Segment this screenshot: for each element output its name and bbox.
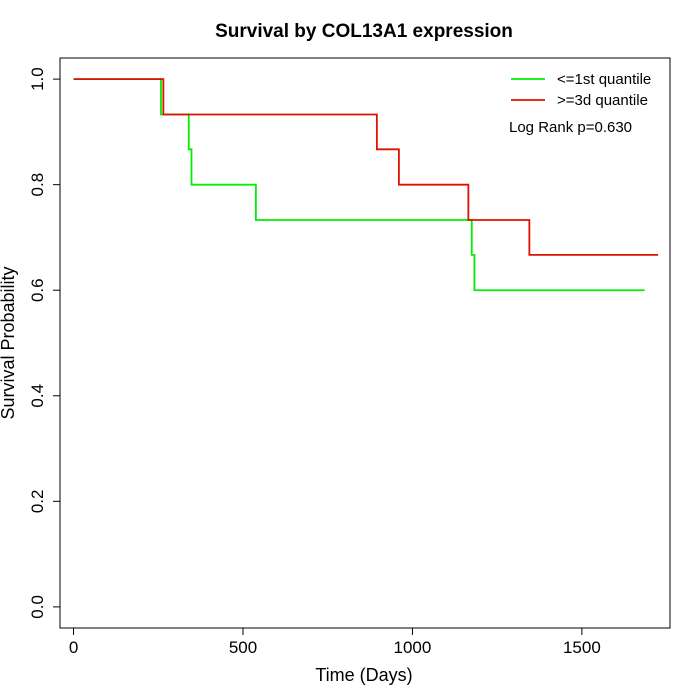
y-tick-label: 1.0 bbox=[28, 67, 47, 91]
y-tick-label: 0.8 bbox=[28, 173, 47, 197]
legend: <=1st quantile >=3d quantile bbox=[511, 71, 651, 109]
plot-frame bbox=[59, 57, 671, 629]
series-line-2 bbox=[73, 78, 659, 256]
x-tick-label: 1000 bbox=[394, 638, 432, 657]
x-axis-label: Time (Days) bbox=[315, 665, 412, 685]
y-tick-label: 0.2 bbox=[28, 490, 47, 514]
chart-title: Survival by COL13A1 expression bbox=[215, 21, 513, 42]
series-layer bbox=[73, 78, 659, 292]
y-axis-label: Survival Probability bbox=[0, 266, 18, 419]
series-line-1 bbox=[73, 78, 645, 292]
legend-label: >=3d quantile bbox=[557, 92, 648, 109]
log-rank-annotation: Log Rank p=0.630 bbox=[509, 119, 632, 136]
legend-label: <=1st quantile bbox=[557, 71, 651, 88]
y-tick-label: 0.6 bbox=[28, 278, 47, 302]
y-axis: 0.0 0.2 0.4 0.6 0.8 1.0 bbox=[28, 67, 61, 619]
y-tick-label: 0.0 bbox=[28, 595, 47, 619]
x-tick-label: 0 bbox=[69, 638, 78, 657]
y-tick-label: 0.4 bbox=[28, 384, 47, 408]
x-tick-label: 500 bbox=[229, 638, 257, 657]
x-tick-label: 1500 bbox=[563, 638, 601, 657]
x-axis: 0 500 1000 1500 bbox=[69, 627, 601, 657]
